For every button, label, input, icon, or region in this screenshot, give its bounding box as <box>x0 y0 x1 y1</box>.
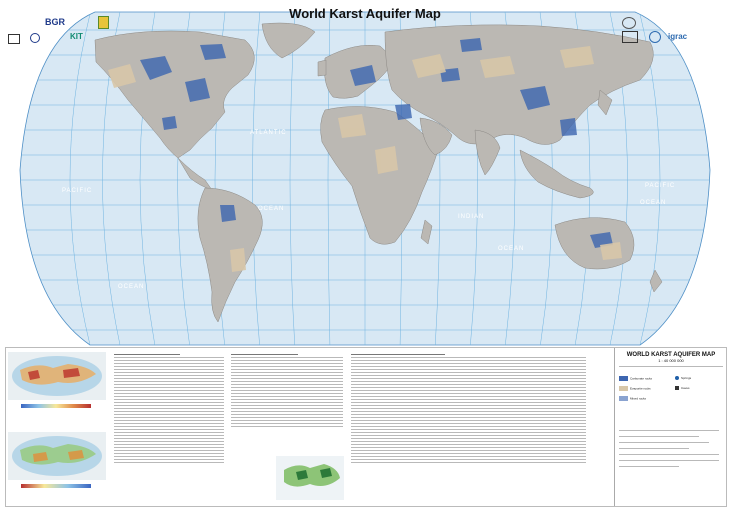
north-america <box>94 30 255 159</box>
label-ocean-pacific-west: OCEAN <box>118 284 144 290</box>
karst-evaporite-areas <box>108 46 622 272</box>
legend-box: WORLD KARST AQUIFER MAP 1 : 40 000 000 C… <box>614 348 727 506</box>
uk <box>317 59 327 77</box>
karst-inset-map <box>276 456 344 500</box>
bottom-info-panel: WORLD KARST AQUIFER MAP 1 : 40 000 000 C… <box>5 347 727 507</box>
legend-scale: 1 : 40 000 000 <box>658 358 684 363</box>
climate-inset-map-1 <box>8 352 106 400</box>
un-logo-icon <box>649 31 661 43</box>
legend-item-caves: Caves <box>675 386 690 391</box>
india <box>474 129 501 176</box>
karst-carbonate-areas <box>140 38 613 248</box>
text-column-3 <box>351 352 586 465</box>
bgr-logo: BGR <box>45 17 65 27</box>
label-ocean-indian: OCEAN <box>498 246 524 252</box>
globe-logo-icon <box>30 33 40 43</box>
arabia <box>419 117 453 156</box>
label-indian: INDIAN <box>458 214 484 220</box>
label-pacific-west: PACIFIC <box>62 188 92 194</box>
legend-item-springs: Springs <box>675 376 691 381</box>
igrac-logo: igrac <box>668 32 688 41</box>
japan <box>597 89 613 116</box>
madagascar <box>420 219 433 245</box>
climate-inset-colorbar-2 <box>21 484 91 488</box>
south-america <box>197 187 263 323</box>
legend-item-mixed: Mixed rocks <box>619 396 646 401</box>
legend-item-carbonate: Carbonate rocks <box>619 376 652 381</box>
new-zealand <box>649 269 663 293</box>
label-ocean-atlantic: OCEAN <box>258 206 284 212</box>
label-ocean-pacific-east: OCEAN <box>640 200 666 206</box>
legend-item-evaporite: Evaporite rocks <box>619 386 651 391</box>
label-pacific-east: PACIFIC <box>645 183 675 189</box>
coat-of-arms-icon <box>98 16 109 29</box>
text-column-1 <box>114 352 224 465</box>
text-column-2 <box>231 352 343 429</box>
climate-inset-map-2 <box>8 432 106 480</box>
southeast-asia <box>519 149 594 199</box>
map-title: World Karst Aquifer Map <box>289 6 441 21</box>
unesco-logo-icon <box>8 34 20 44</box>
iah-logo-icon <box>622 31 638 43</box>
legend-title: WORLD KARST AQUIFER MAP <box>626 352 716 358</box>
climate-inset-colorbar <box>21 404 91 408</box>
label-atlantic: ATLANTIC <box>250 130 287 136</box>
greenland <box>261 22 316 59</box>
water-logo-icon <box>622 17 636 29</box>
kit-logo: KIT <box>70 32 83 41</box>
